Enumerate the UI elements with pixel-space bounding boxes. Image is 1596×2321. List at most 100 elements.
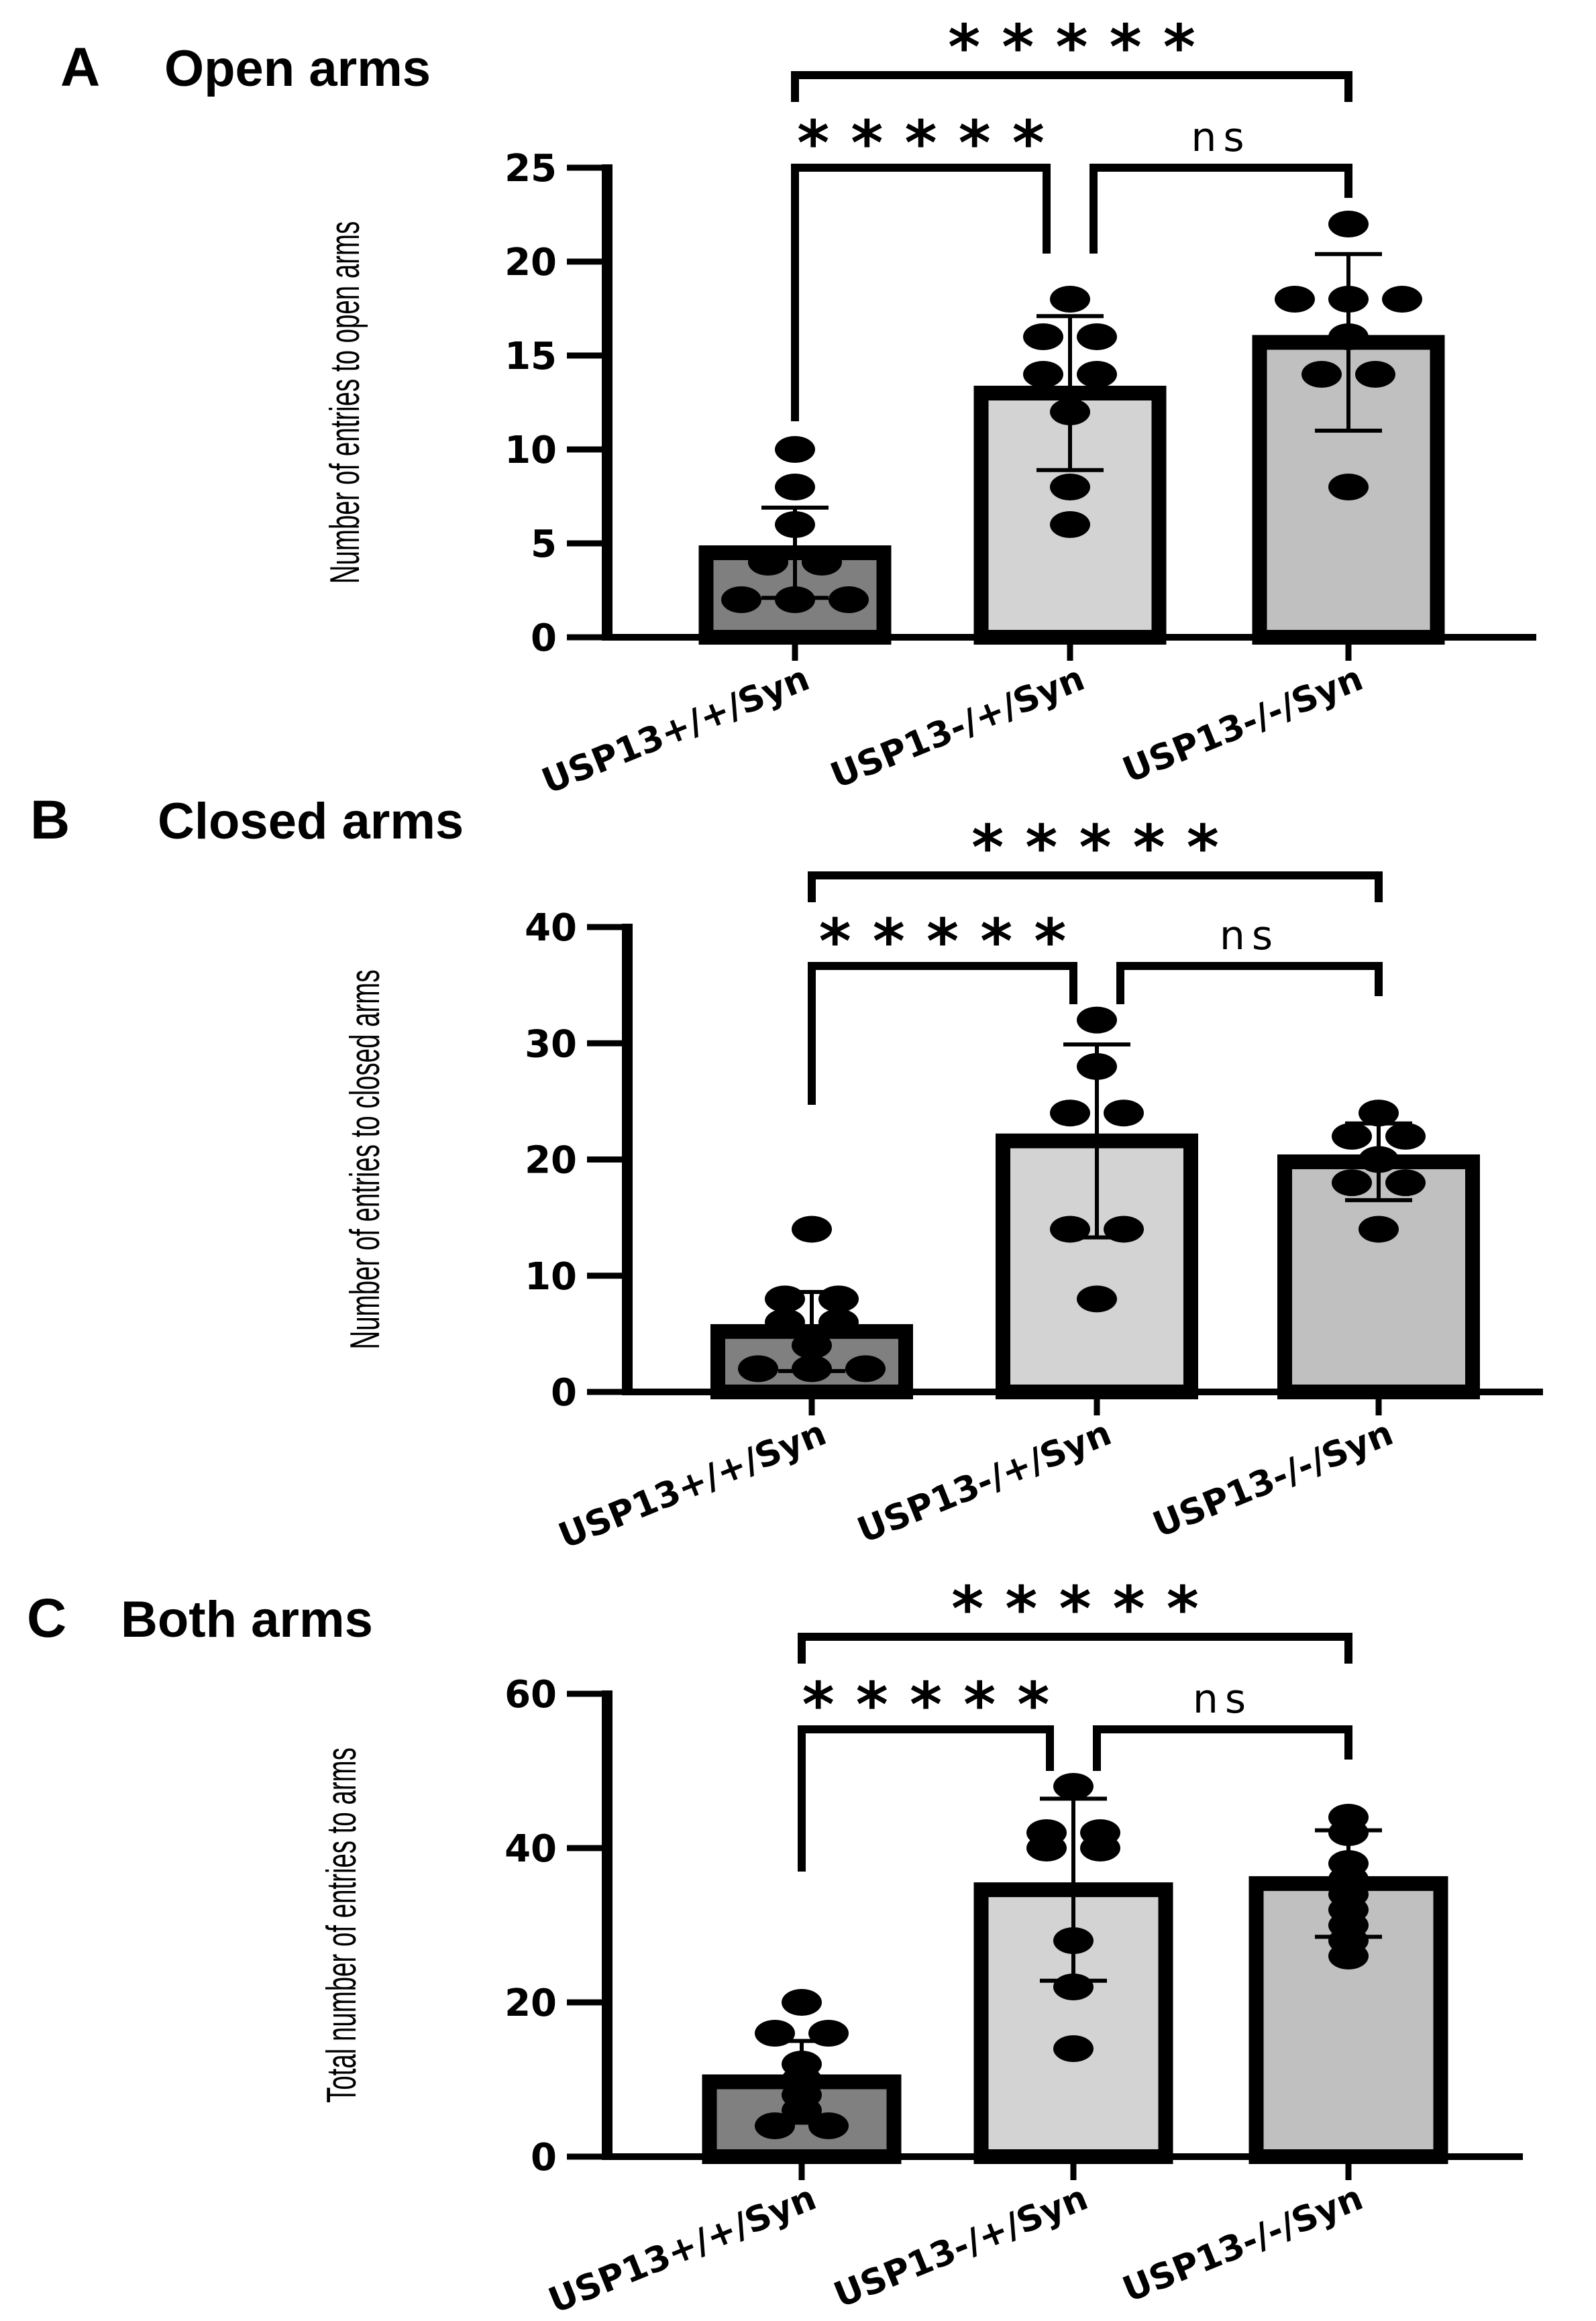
data-point	[1080, 1835, 1120, 1861]
panel-c: C Both arms Total number of entries to arm…	[27, 1573, 1523, 2321]
y-axis-label: Total number of entries to arms	[318, 1747, 365, 2103]
y-tick-label: 15	[504, 335, 557, 378]
data-point	[1328, 1819, 1369, 1846]
panel-letter: A	[60, 37, 100, 98]
significance-label: ns	[1191, 114, 1251, 161]
data-point	[775, 511, 815, 538]
category-label: USP13-/+/Syn	[825, 658, 1090, 796]
bracket-line	[1089, 164, 1352, 254]
data-point	[1050, 474, 1090, 500]
data-point	[1053, 1927, 1094, 1954]
y-tick-label: 30	[525, 1022, 577, 1066]
data-point	[1050, 1099, 1090, 1127]
panel-b: B Closed arms Number of entries to closed …	[30, 790, 1543, 1557]
data-point	[1328, 1943, 1369, 1969]
panel-a: A Open arms Number of entries to open arms…	[60, 11, 1536, 802]
y-tick-label: 10	[525, 1255, 577, 1299]
data-point	[765, 1309, 805, 1336]
data-point	[1332, 1169, 1372, 1197]
data-point	[792, 1216, 832, 1243]
data-point	[1023, 361, 1063, 388]
data-point	[802, 549, 842, 576]
significance-label: * * * * *	[948, 11, 1195, 83]
data-point	[782, 1989, 822, 2016]
data-point	[1050, 1216, 1090, 1243]
data-point	[1104, 1099, 1144, 1127]
data-point	[738, 1355, 778, 1383]
panel-letter: C	[27, 1588, 66, 1649]
data-point	[1104, 1216, 1144, 1243]
y-tick-label: 40	[504, 1827, 557, 1871]
data-point	[1328, 474, 1369, 500]
y-tick-label: 20	[504, 1982, 557, 2025]
y-tick-label: 20	[504, 241, 557, 284]
bracket-line	[798, 1633, 1352, 1664]
data-point	[775, 586, 815, 613]
panel-title: Closed arms	[158, 793, 464, 850]
data-point	[1053, 1773, 1094, 1800]
panel-letter: B	[30, 790, 70, 851]
bracket-line	[791, 164, 1051, 421]
data-point	[1328, 323, 1369, 350]
y-axis-label: Number of entries to closed arms	[341, 969, 388, 1349]
data-point	[1077, 1052, 1117, 1080]
data-point	[1050, 286, 1090, 313]
y-tick-label: 10	[504, 429, 557, 472]
significance-bracket-left: * * * * *	[798, 1669, 1054, 1872]
category-label: USP13+/+/Syn	[553, 1413, 832, 1556]
data-point	[1023, 323, 1063, 350]
data-point	[755, 2020, 795, 2047]
data-point	[1050, 398, 1090, 425]
y-tick-label: 40	[525, 906, 577, 950]
data-point	[748, 549, 788, 576]
data-point	[721, 586, 761, 613]
category-label: USP13-/-/Syn	[1117, 2177, 1369, 2310]
y-tick-label: 0	[531, 616, 557, 660]
category-label: USP13-/+/Syn	[829, 2177, 1094, 2316]
y-axis-label: Number of entries to open arms	[321, 221, 368, 584]
significance-bracket-top: * * * * *	[808, 812, 1383, 902]
significance-bracket-right: ns	[1089, 114, 1352, 254]
data-point	[765, 1285, 805, 1313]
data-point	[1332, 1122, 1372, 1150]
data-point	[1359, 1146, 1399, 1173]
category-label: USP13-/-/Syn	[1147, 1413, 1399, 1546]
data-point	[1275, 286, 1315, 313]
significance-label: ns	[1220, 912, 1279, 959]
data-point	[1359, 1216, 1399, 1243]
data-point	[792, 1355, 832, 1383]
significance-label: * * * * *	[802, 1669, 1050, 1741]
data-point	[1385, 1122, 1426, 1150]
data-point	[1077, 1006, 1117, 1034]
bracket-line	[1116, 962, 1383, 1004]
error-bar-2	[1036, 314, 1104, 472]
data-point	[808, 2112, 849, 2139]
data-point	[1050, 511, 1090, 538]
data-point	[1026, 1835, 1067, 1861]
data-point	[829, 586, 869, 613]
bracket-line	[791, 71, 1352, 102]
significance-bracket-left: * * * * *	[791, 107, 1051, 421]
bracket-line	[1093, 1725, 1352, 1771]
data-point	[1328, 286, 1369, 313]
data-point	[1301, 361, 1342, 388]
bracket-line	[798, 1725, 1054, 1872]
data-point	[1053, 1974, 1094, 2000]
y-tick-label: 5	[531, 523, 557, 566]
data-point	[1077, 1285, 1117, 1313]
y-tick-label: 0	[551, 1371, 577, 1415]
panel-title: Both arms	[121, 1591, 373, 1648]
data-point	[775, 474, 815, 500]
data-point	[808, 2020, 849, 2047]
data-point	[1359, 1099, 1399, 1127]
category-label: USP13+/+/Syn	[537, 658, 815, 802]
data-point	[1382, 286, 1422, 313]
y-tick-label: 20	[525, 1139, 577, 1183]
significance-bracket-right: ns	[1093, 1676, 1352, 1771]
significance-label: * * * * *	[971, 812, 1219, 883]
category-label: USP13-/-/Syn	[1117, 658, 1369, 791]
data-point	[755, 2112, 795, 2139]
y-tick-label: 25	[504, 147, 557, 191]
data-point	[818, 1309, 859, 1336]
